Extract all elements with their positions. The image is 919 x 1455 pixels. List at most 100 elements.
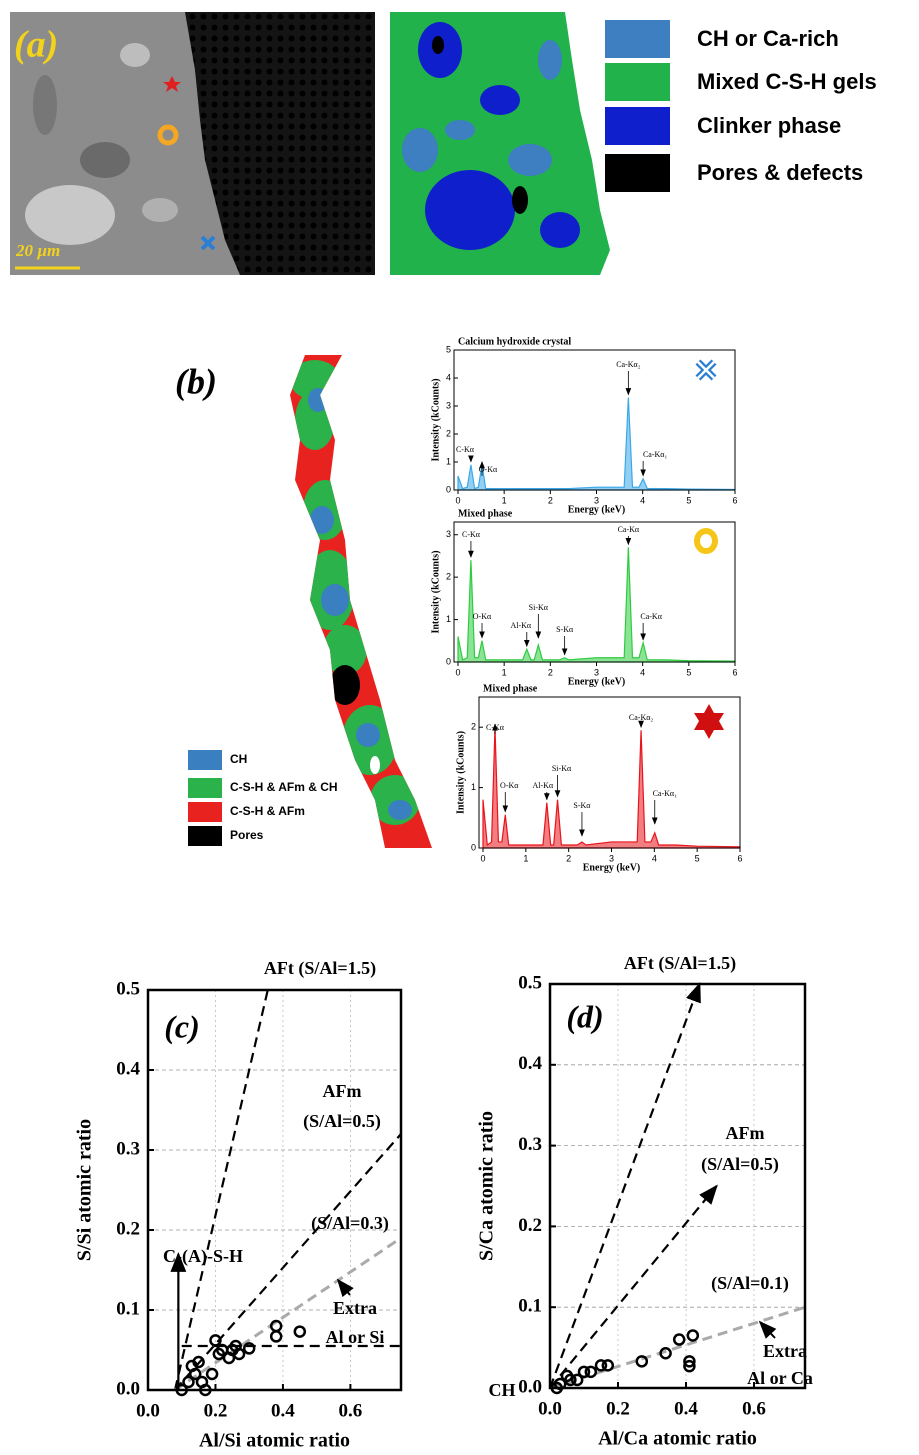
legend: CH C-S-H & AFm & CH C-S-H & AFm Pores xyxy=(188,750,338,846)
point xyxy=(672,1333,686,1346)
reference-line xyxy=(174,1133,402,1391)
peak-label: C-Kα xyxy=(486,723,505,732)
y-tick-label: 1 xyxy=(446,614,451,624)
annotation: Al or Si xyxy=(326,1327,385,1347)
legend: CH or Ca-rich Mixed C-S-H gels Clinker pha… xyxy=(605,20,877,192)
peak-label: Ca-Kα₂ xyxy=(616,360,641,369)
y-axis-label: S/Si atomic ratio xyxy=(74,1119,96,1261)
y-tick-label: 0.4 xyxy=(116,1058,140,1079)
x-tick-label: 5 xyxy=(695,853,700,863)
legend-swatch xyxy=(605,154,670,192)
peak-label: Al-Kα xyxy=(533,781,554,790)
y-tick-label: 0.5 xyxy=(116,978,140,999)
charts: Calcium hydroxide crystal 0 1 2 3 4 5 0 1 2 3 4 5 6 En… xyxy=(74,336,813,1451)
x-tick-label: 0.6 xyxy=(742,1398,766,1419)
y-tick-label: 4 xyxy=(446,372,451,382)
chart-title: Mixed phase xyxy=(483,683,538,694)
x-tick-label: 5 xyxy=(686,667,691,677)
point xyxy=(192,1355,205,1369)
peak-label: Ca-Kα₂ xyxy=(629,713,654,722)
y-tick-label: 0.4 xyxy=(518,1053,542,1074)
annotation: (S/Al=0.1) xyxy=(711,1273,789,1294)
panel-label: (d) xyxy=(566,998,603,1034)
peak-label: Ca-Kα₁ xyxy=(653,789,678,798)
x-tick-label: 5 xyxy=(686,495,691,505)
point xyxy=(209,1334,222,1347)
y-tick-label: 0.5 xyxy=(518,972,542,993)
peak-label: O-Kα xyxy=(473,612,492,621)
point xyxy=(601,1359,615,1372)
peak-label: C-Kα xyxy=(462,530,481,539)
reference-line xyxy=(549,1184,718,1389)
x-tick-label: 0.0 xyxy=(538,1398,562,1419)
legend-swatch xyxy=(188,750,222,770)
pointer-arrow xyxy=(336,1278,354,1298)
point xyxy=(635,1355,649,1368)
y-axis-label: Intensity (kCounts) xyxy=(455,731,466,814)
point xyxy=(683,1355,696,1368)
icon-ring xyxy=(694,528,718,554)
x-tick-label: 2 xyxy=(548,495,553,505)
y-axis-label: Intensity (kCounts) xyxy=(430,378,441,461)
point xyxy=(205,1367,219,1381)
plot-frame xyxy=(453,521,736,663)
legend-label: Pores xyxy=(230,828,264,842)
reference-line xyxy=(548,982,701,1389)
panel-label: (a) xyxy=(14,24,58,66)
reference-line xyxy=(174,1236,402,1392)
y-tick-label: 0.2 xyxy=(518,1215,542,1236)
sem-image xyxy=(10,12,375,275)
x-tick-label: 3 xyxy=(594,667,599,677)
annotation: (S/Al=0.5) xyxy=(701,1154,779,1175)
peak-label: Si-Kα xyxy=(529,603,549,612)
point xyxy=(188,1367,202,1381)
y-tick-label: 2 xyxy=(446,572,451,582)
x-tick-label: 0.0 xyxy=(136,1400,160,1421)
annotation: (S/Al=0.3) xyxy=(311,1213,389,1234)
point xyxy=(293,1325,307,1338)
chart-title: Calcium hydroxide crystal xyxy=(458,336,571,347)
legend-swatch xyxy=(188,802,222,822)
y-tick-label: 1 xyxy=(446,456,451,466)
point xyxy=(564,1373,577,1387)
peak-label: S-Kα xyxy=(556,625,574,634)
x-tick-label: 1 xyxy=(502,495,507,505)
y-tick-label: 0.2 xyxy=(116,1218,140,1239)
y-tick-label: 2 xyxy=(471,722,476,732)
x-tick-label: 6 xyxy=(732,667,737,677)
y-tick-label: 0 xyxy=(471,842,476,852)
legend-label: Clinker phase xyxy=(697,113,841,138)
x-tick-label: 0 xyxy=(480,853,485,863)
x-tick-label: 6 xyxy=(737,853,742,863)
annotation: Extra xyxy=(333,1298,377,1318)
y-tick-label: 0 xyxy=(446,484,451,494)
icon-cross xyxy=(697,361,715,379)
x-tick-label: 3 xyxy=(594,495,599,505)
y-tick-label: 0.3 xyxy=(518,1134,542,1155)
x-tick-label: 0.6 xyxy=(339,1400,363,1421)
y-axis-label: S/Ca atomic ratio xyxy=(476,1111,498,1261)
x-tick-label: 4 xyxy=(640,495,645,505)
legend-label: C-S-H & AFm xyxy=(230,804,305,818)
x-tick-label: 4 xyxy=(640,667,645,677)
reference-line xyxy=(549,1305,806,1390)
x-tick-label: 0 xyxy=(455,667,460,677)
x-tick-label: 1 xyxy=(502,667,507,677)
chart-title: Mixed phase xyxy=(458,508,513,519)
reference-line xyxy=(173,989,269,1391)
plot-frame xyxy=(453,349,736,491)
y-tick-label: 0.1 xyxy=(116,1298,140,1319)
legend-label: Mixed C-S-H gels xyxy=(697,69,877,94)
legend-label: C-S-H & AFm & CH xyxy=(230,780,338,794)
point xyxy=(242,1342,256,1355)
legend-swatch xyxy=(605,107,670,145)
annotation: AFm xyxy=(323,1081,362,1101)
panel-label: (c) xyxy=(164,1008,200,1044)
point xyxy=(570,1373,584,1387)
annotation: Extra xyxy=(763,1341,807,1361)
x-axis-label: Al/Si atomic ratio xyxy=(199,1430,350,1452)
spectrum xyxy=(482,727,741,849)
x-tick-label: 0.4 xyxy=(674,1398,698,1419)
peak-label: Ca-Kα₁ xyxy=(643,450,668,459)
